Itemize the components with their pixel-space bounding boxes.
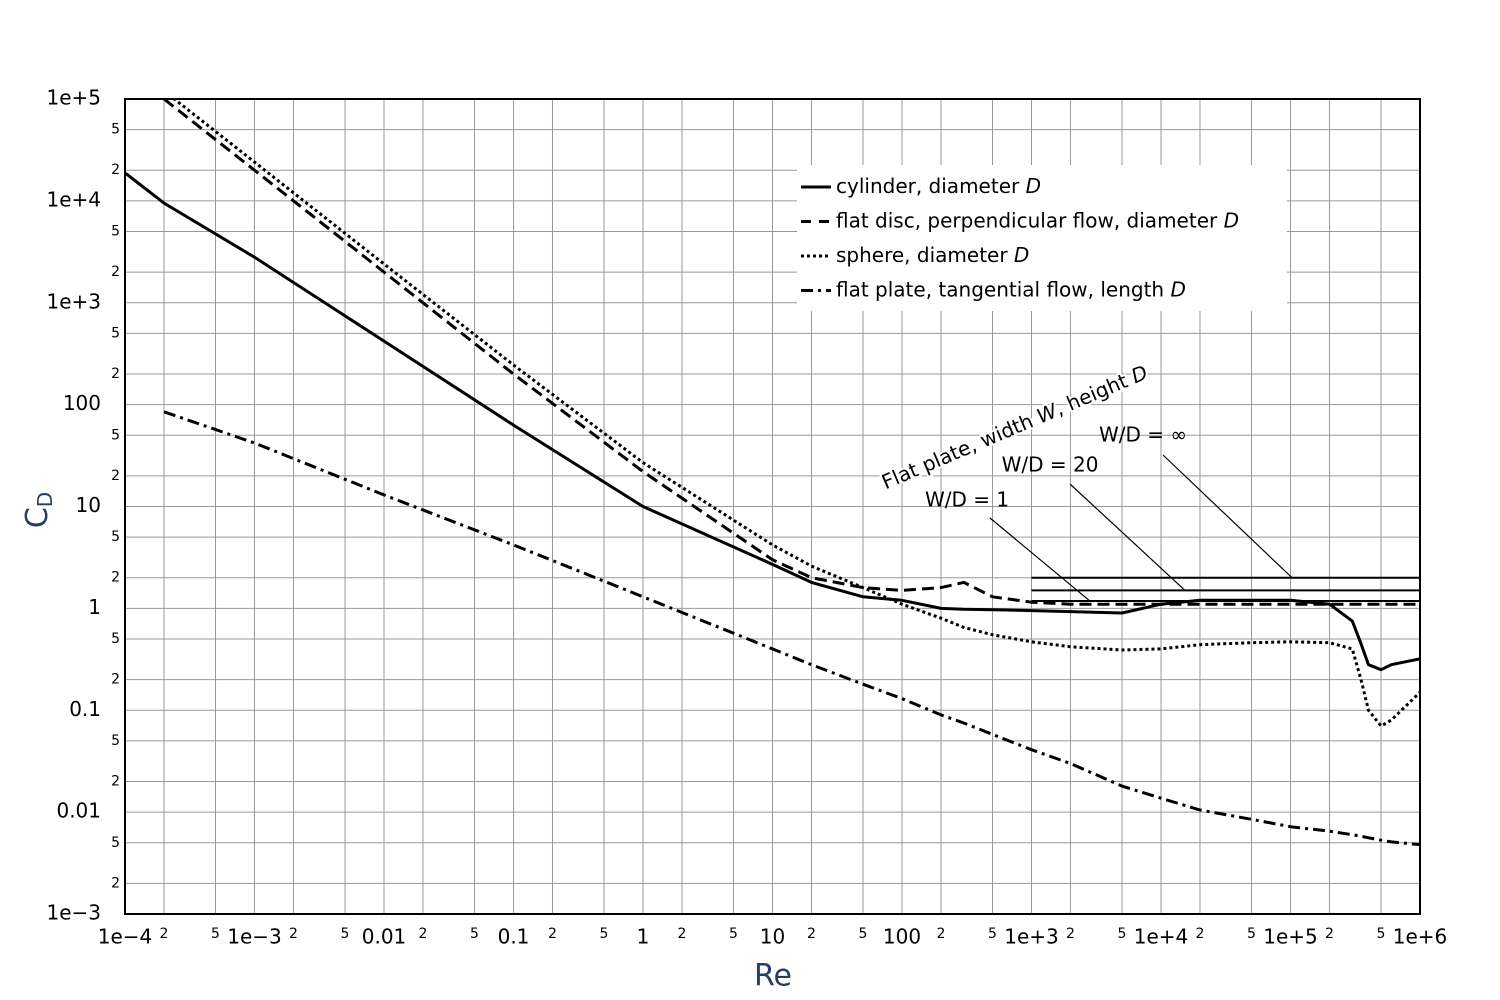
- x-tick-label: 1e+4: [1134, 925, 1189, 949]
- leader-line: [1069, 483, 1186, 591]
- series-line: [163, 99, 1420, 606]
- x-tick-label: 2: [160, 926, 169, 942]
- leader-line: [989, 517, 1091, 602]
- series-line: [163, 410, 1420, 847]
- x-tick-label: 5: [470, 926, 479, 942]
- leader-line: [1162, 454, 1293, 579]
- y-tick-label: 2: [111, 875, 120, 891]
- y-tick-label: 2: [111, 366, 120, 382]
- legend-box: [797, 165, 1287, 311]
- x-tick-label: 5: [1247, 926, 1256, 942]
- x-tick-label: 2: [937, 926, 946, 942]
- x-tick-label: 5: [1377, 926, 1386, 942]
- legend-label: sphere, diameter D: [836, 243, 1029, 267]
- y-tick-label: 5: [111, 427, 120, 443]
- y-tick-label: 0.01: [56, 799, 101, 823]
- legend-label: cylinder, diameter D: [836, 174, 1041, 198]
- legend-label: flat disc, perpendicular flow, diameter …: [836, 208, 1239, 232]
- x-tick-label: 2: [807, 926, 816, 942]
- x-tick-label: 10: [760, 925, 785, 949]
- x-tick-label: 1: [637, 925, 650, 949]
- x-tick-label: 1e+6: [1393, 925, 1448, 949]
- annotation-label: W/D = 1: [925, 488, 1009, 512]
- x-tick-label: 0.01: [362, 925, 407, 949]
- x-tick-label: 2: [548, 926, 557, 942]
- x-tick-label: 5: [600, 926, 609, 942]
- x-tick-label: 5: [988, 926, 997, 942]
- y-tick-label: 2: [111, 570, 120, 586]
- y-tick-label: 2: [111, 773, 120, 789]
- plot-frame: [124, 98, 1421, 915]
- y-axis-title: CD: [20, 492, 57, 528]
- x-tick-label: 5: [1118, 926, 1127, 942]
- legend-label: flat plate, tangential flow, length D: [836, 277, 1186, 301]
- x-tick-label: 2: [1196, 926, 1205, 942]
- y-tick-label: 100: [63, 391, 101, 415]
- x-tick-label: 0.1: [498, 925, 530, 949]
- x-tick-label: 2: [289, 926, 298, 942]
- y-tick-label: 2: [111, 468, 120, 484]
- x-tick-label: 5: [729, 926, 738, 942]
- x-tick-label: 5: [211, 926, 220, 942]
- x-tick-label: 2: [1325, 926, 1334, 942]
- y-tick-label: 5: [111, 325, 120, 341]
- y-tick-label: 1e+4: [46, 187, 101, 211]
- y-tick-label: 2: [111, 162, 120, 178]
- x-tick-label: 2: [1066, 926, 1075, 942]
- y-tick-label: 5: [111, 122, 120, 138]
- x-tick-label: 5: [859, 926, 868, 942]
- x-tick-label: 2: [419, 926, 428, 942]
- x-tick-label: 1e+5: [1263, 925, 1318, 949]
- y-tick-label: 0.1: [69, 697, 101, 721]
- x-tick-label: 5: [341, 926, 350, 942]
- series-line: [171, 99, 1420, 728]
- annotation-label: W/D = ∞: [1099, 423, 1187, 447]
- x-tick-label: 2: [678, 926, 687, 942]
- x-tick-label: 1e−3: [227, 925, 282, 949]
- y-tick-label: 2: [111, 672, 120, 688]
- y-tick-label: 5: [111, 529, 120, 545]
- x-tick-label: 100: [883, 925, 921, 949]
- x-axis-title: Re: [754, 959, 792, 994]
- y-tick-label: 1e+3: [46, 289, 101, 313]
- y-tick-label: 5: [111, 631, 120, 647]
- series-line: [125, 171, 1420, 672]
- legend: cylinder, diameter D flat disc, perpendic…: [797, 165, 1287, 311]
- y-tick-label: 5: [111, 835, 120, 851]
- x-tick-label: 1e+3: [1004, 925, 1059, 949]
- y-tick-label: 1: [88, 595, 101, 619]
- x-tick-label: 1e−4: [98, 925, 153, 949]
- y-tick-label: 5: [111, 224, 120, 240]
- y-tick-label: 5: [111, 733, 120, 749]
- y-tick-label: 2: [111, 264, 120, 280]
- y-tick-label: 1e+5: [46, 86, 101, 110]
- y-tick-label: 1e−3: [46, 901, 101, 925]
- plot-area: [125, 99, 1420, 847]
- y-tick-label: 10: [76, 493, 101, 517]
- annotation-label: W/D = 20: [1002, 453, 1099, 477]
